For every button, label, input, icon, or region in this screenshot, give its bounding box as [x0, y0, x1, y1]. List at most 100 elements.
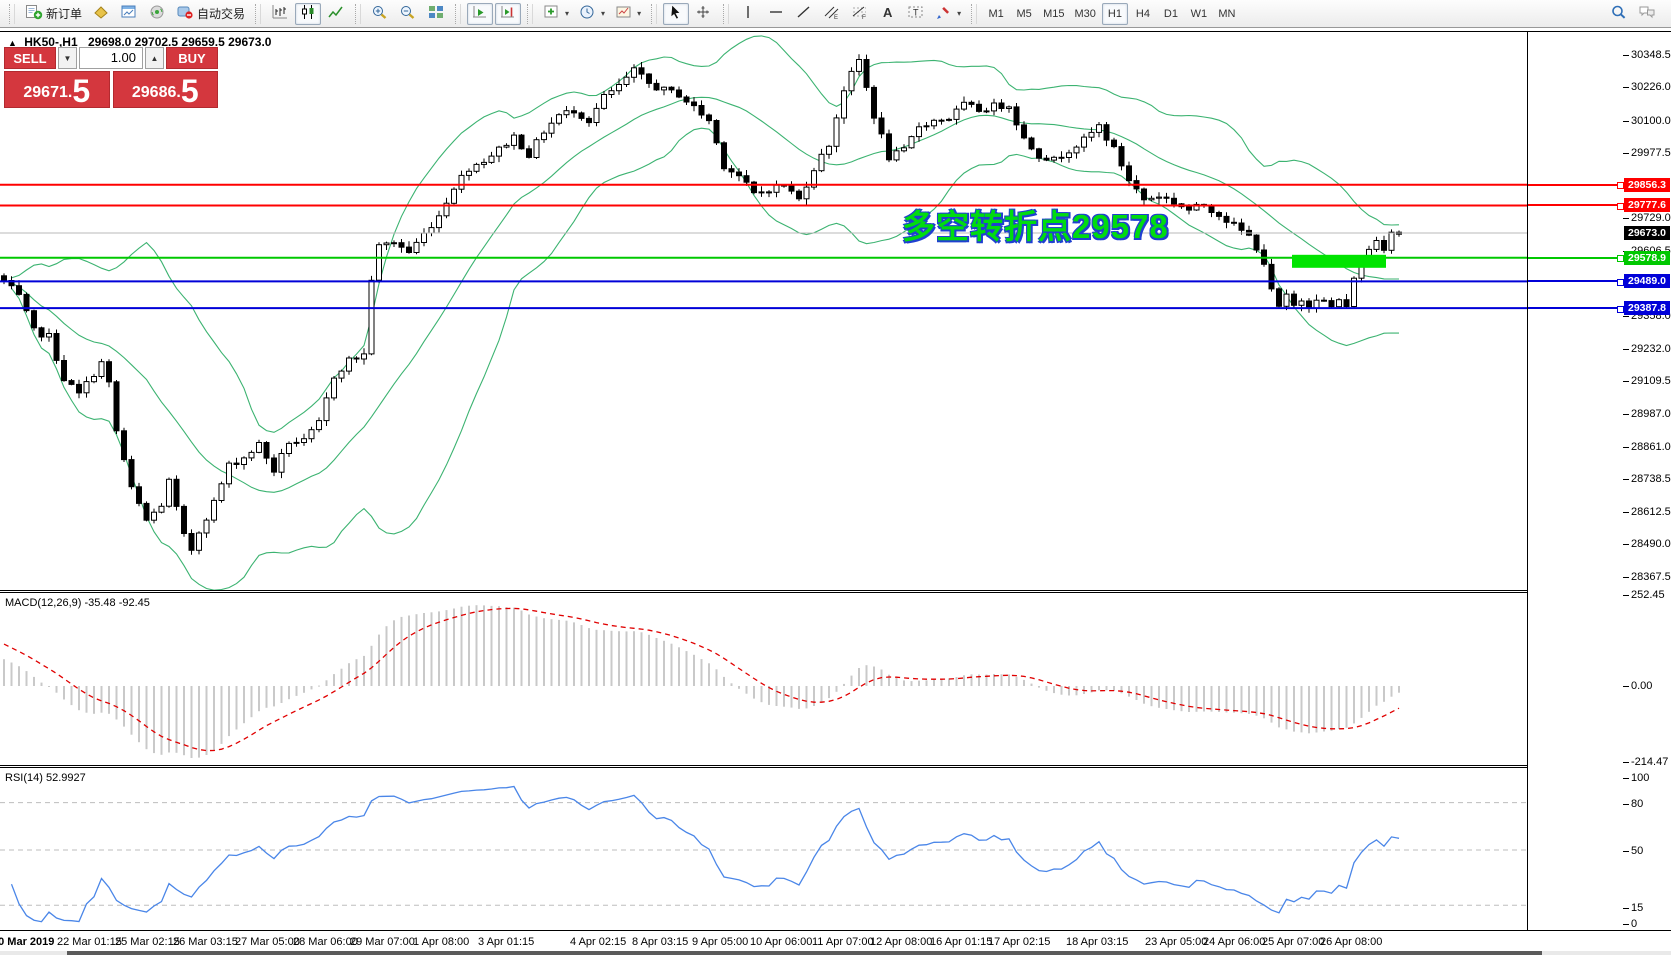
price-tick-label: 29109.5 [1631, 375, 1671, 387]
zoom-out-icon [399, 4, 417, 23]
timeframe-mn-button[interactable]: MN [1214, 3, 1240, 25]
dropdown-arrow-icon[interactable]: ▾ [565, 9, 570, 18]
line-handle[interactable] [1617, 306, 1624, 313]
axis-tick [1623, 381, 1629, 382]
price-tag[interactable]: 29777.6 [1624, 198, 1670, 212]
highlight-rectangle-object[interactable] [1292, 254, 1386, 268]
chart-ohlc-title: ▲ HK50-,H1 29698.0 29702.5 29659.5 29673… [8, 35, 271, 49]
channel-icon: E [823, 4, 841, 23]
toolbar-grip[interactable] [255, 3, 262, 24]
timeframe-d1-button[interactable]: D1 [1158, 3, 1184, 25]
market-watch-button[interactable] [88, 3, 114, 25]
crosshair-button[interactable] [691, 3, 717, 25]
new-chart-button[interactable] [116, 3, 142, 25]
zoom-out-button[interactable] [395, 3, 421, 25]
line-handle[interactable] [1617, 255, 1624, 262]
equidistant-channel-button[interactable]: E [819, 3, 845, 25]
new-order-button[interactable]: 新订单 [21, 3, 86, 25]
pane-separator[interactable] [0, 592, 1671, 593]
pane-separator[interactable] [0, 765, 1671, 766]
sell-price-box[interactable]: 29671. 5 [4, 71, 110, 108]
dropdown-arrow-icon[interactable]: ▾ [637, 9, 642, 18]
line-handle[interactable] [1617, 203, 1624, 210]
dropdown-arrow-icon[interactable]: ▾ [957, 9, 962, 18]
timeframe-m30-button[interactable]: M30 [1071, 3, 1100, 25]
sell-button[interactable]: SELL [4, 47, 56, 69]
templates-button[interactable]: ▾ [611, 3, 645, 25]
toolbar-grip[interactable] [651, 3, 658, 24]
chat-button[interactable] [1634, 3, 1660, 25]
bar-chart-button[interactable] [267, 3, 293, 25]
timeframe-m15-button[interactable]: M15 [1039, 3, 1068, 25]
navigator-button[interactable] [144, 3, 170, 25]
buy-price-pip: 5 [180, 73, 199, 109]
text-label-icon: T [907, 4, 925, 23]
price-axis[interactable]: 30348.530226.030100.029977.529729.029606… [1528, 32, 1671, 930]
svg-text:A: A [883, 5, 893, 20]
time-tick-label: 23 Apr 05:00 [1145, 936, 1208, 948]
trendline-button[interactable] [791, 3, 817, 25]
search-button[interactable] [1606, 3, 1632, 25]
tile-windows-button[interactable] [423, 3, 449, 25]
timeframe-h4-button[interactable]: H4 [1130, 3, 1156, 25]
zoom-in-button[interactable] [367, 3, 393, 25]
toolbar-grip[interactable] [971, 3, 978, 24]
expand-arrow-icon[interactable]: ▲ [8, 38, 17, 48]
price-tag[interactable]: 29578.9 [1624, 251, 1670, 265]
timeframe-m5-button[interactable]: M5 [1011, 3, 1037, 25]
indicators-button[interactable]: ▾ [539, 3, 573, 25]
buy-button[interactable]: BUY [166, 47, 218, 69]
price-tag[interactable]: 29387.8 [1624, 301, 1670, 315]
line-handle[interactable] [1617, 279, 1624, 286]
horizontal-line-button[interactable] [763, 3, 789, 25]
volume-increase-button[interactable]: ▲ [145, 47, 164, 69]
rsi-indicator-pane[interactable]: RSI(14) 52.9927 [0, 768, 1527, 930]
timeframe-w1-button[interactable]: W1 [1186, 3, 1212, 25]
pane-separator[interactable] [0, 767, 1671, 768]
text-label-button[interactable]: T [903, 3, 929, 25]
template-icon [615, 4, 633, 23]
one-click-trading-panel: SELL ▼ 1.00 ▲ BUY 29671. 5 29686. 5 [4, 47, 218, 108]
pane-separator[interactable] [0, 590, 1671, 591]
horizontal-scrollbar[interactable] [0, 951, 1671, 955]
timeframe-m1-button[interactable]: M1 [983, 3, 1009, 25]
toolbar-grip[interactable] [527, 3, 534, 24]
rsi-canvas[interactable] [0, 768, 1527, 930]
auto-scroll-button[interactable] [467, 2, 494, 25]
toolbar-grip[interactable] [455, 3, 462, 24]
time-tick-label: 25 Apr 07:00 [1262, 936, 1325, 948]
price-chart-pane[interactable] [0, 32, 1527, 590]
volume-decrease-button[interactable]: ▼ [58, 47, 77, 69]
timeframe-h1-button[interactable]: H1 [1101, 2, 1128, 25]
line-handle[interactable] [1617, 182, 1624, 189]
toolbar-grip[interactable] [355, 3, 362, 24]
price-tick-label: 30100.0 [1631, 115, 1671, 127]
rsi-tick-label: 100 [1631, 772, 1650, 784]
vertical-line-button[interactable] [735, 3, 761, 25]
text-button[interactable]: A [875, 3, 901, 25]
volume-input[interactable]: 1.00 [79, 47, 143, 69]
arrows-button[interactable]: ▾ [931, 3, 965, 25]
line-chart-button[interactable] [323, 3, 349, 25]
scrollbar-thumb[interactable] [67, 951, 1542, 955]
buy-price-box[interactable]: 29686. 5 [112, 71, 218, 109]
price-tag[interactable]: 29856.3 [1624, 178, 1670, 192]
cursor-button[interactable] [663, 2, 690, 25]
price-tag[interactable]: 29489.0 [1624, 274, 1670, 288]
time-tick-label: 11 Apr 07:00 [812, 936, 874, 948]
price-chart-canvas[interactable] [0, 32, 1527, 590]
autotrading-button[interactable]: 自动交易 [172, 3, 249, 25]
rsi-tick-label: 15 [1631, 902, 1644, 914]
macd-indicator-pane[interactable]: MACD(12,26,9) -35.48 -92.45 [0, 593, 1527, 765]
candlestick-chart-button[interactable] [295, 2, 322, 25]
periods-button[interactable]: ▾ [575, 3, 609, 25]
macd-canvas[interactable] [0, 593, 1527, 765]
axis-tick [1623, 316, 1629, 317]
toolbar-grip[interactable] [9, 3, 15, 24]
dropdown-arrow-icon[interactable]: ▾ [601, 9, 606, 18]
fibonacci-button[interactable]: F [847, 3, 873, 25]
chart-shift-button[interactable] [495, 2, 522, 25]
toolbar-grip[interactable] [723, 3, 730, 24]
price-tag[interactable]: 29673.0 [1624, 226, 1670, 240]
